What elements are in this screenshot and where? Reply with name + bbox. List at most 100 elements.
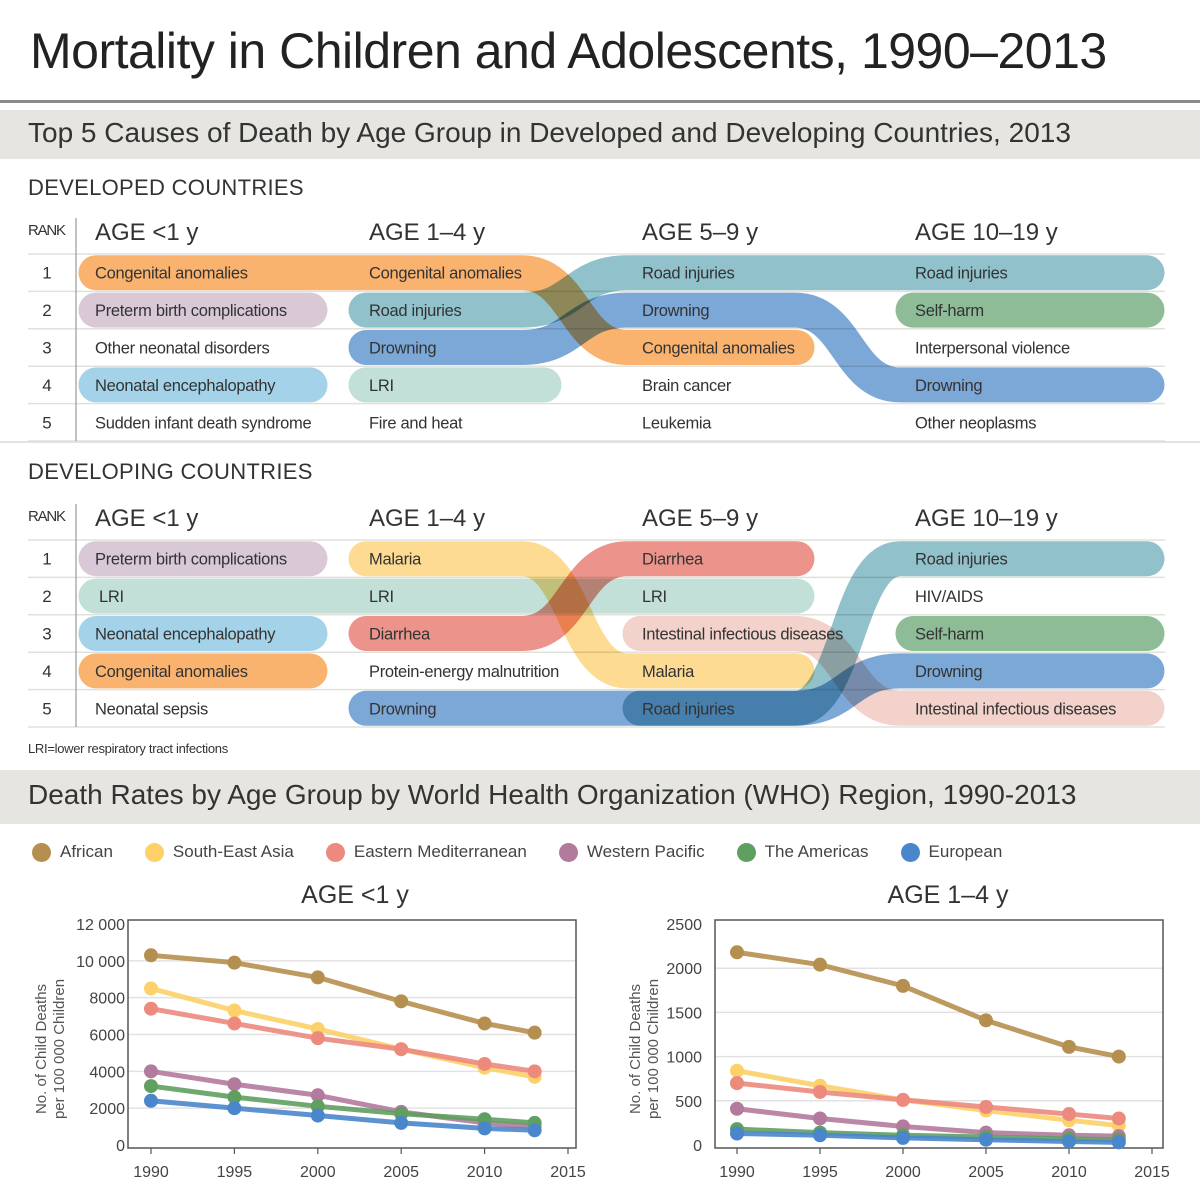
series-line: [150, 1098, 535, 1133]
y-tick-label: 4000: [89, 1064, 125, 1081]
data-point: [979, 1132, 993, 1147]
x-tick-label: 2010: [1051, 1164, 1087, 1181]
y-tick-label: 8000: [89, 991, 125, 1008]
data-point: [227, 1016, 242, 1031]
series-line: [150, 986, 536, 1080]
x-tick-label: 1995: [802, 1164, 838, 1181]
cause-cell: LRI: [99, 588, 124, 606]
x-tick-label: 2005: [383, 1164, 419, 1181]
x-tick-label: 1995: [217, 1164, 253, 1181]
chart-title: AGE 1–4 y: [888, 881, 1009, 909]
data-point: [310, 970, 325, 985]
legend-label: Eastern Mediterranean: [353, 842, 527, 861]
series-european: [144, 1093, 542, 1138]
rank-number: 1: [42, 264, 51, 283]
y-axis-label: No. of Child Deathsper 100 000 Children: [33, 979, 68, 1119]
data-point: [896, 1130, 910, 1145]
data-point: [144, 1093, 158, 1108]
data-point: [477, 1056, 492, 1071]
legend-item: Eastern Mediterranean: [325, 842, 527, 862]
data-point: [477, 1016, 492, 1031]
cause-cell: Congenital anomalies: [642, 340, 795, 358]
cause-cell: Preterm birth complications: [95, 551, 287, 569]
cause-cell: Leukemia: [642, 414, 712, 432]
data-point: [896, 1092, 910, 1107]
data-point: [730, 1076, 744, 1091]
cause-cell: Drowning: [915, 377, 982, 395]
x-tick-label: 2000: [300, 1164, 336, 1181]
legend-swatch: [32, 842, 51, 862]
legend-label: South-East Asia: [172, 842, 294, 861]
rank-number: 2: [42, 587, 51, 606]
age-group-header: AGE 10–19 y: [915, 219, 1058, 246]
data-point: [227, 1003, 242, 1018]
x-tick-label: 2010: [467, 1164, 503, 1181]
data-point: [394, 1115, 409, 1130]
data-point: [813, 1128, 827, 1143]
series-south-east-asia: [730, 1063, 1126, 1133]
rank-number: 4: [42, 662, 51, 681]
data-point: [1111, 1111, 1126, 1126]
data-point: [144, 1079, 158, 1094]
legend-label: European: [928, 842, 1003, 861]
data-point: [144, 1064, 158, 1079]
developed-label: DEVELOPED COUNTRIES: [28, 175, 304, 200]
age-group-header: AGE 5–9 y: [642, 505, 758, 532]
age-group-header: AGE 10–19 y: [915, 505, 1058, 532]
legend-swatch: [144, 842, 164, 862]
data-point: [227, 1077, 242, 1092]
rank-number: 2: [42, 301, 51, 320]
rank-number: 1: [42, 550, 51, 569]
cause-cell: Intestinal infectious diseases: [642, 626, 843, 644]
cause-cell: Road injuries: [642, 700, 734, 718]
cause-cell: Diarrhea: [369, 626, 431, 644]
line-chart-1: AGE <1 y 0 2000 4000 6000 8000 10 000 12 000 199…: [33, 881, 586, 1181]
cause-cell: Other neoplasms: [915, 414, 1036, 432]
rank-number: 5: [42, 699, 51, 718]
series-eastern-mediterranean: [144, 1001, 542, 1079]
legend-swatch: [900, 842, 920, 862]
title-divider: [0, 100, 1200, 103]
series-line: [736, 1080, 1120, 1121]
section2-heading: Death Rates by Age Group by World Health…: [28, 779, 1077, 810]
y-tick-label: 0: [116, 1138, 125, 1155]
developing-label: DEVELOPING COUNTRIES: [28, 459, 313, 484]
data-point: [813, 1111, 827, 1126]
x-tick-label: 2005: [968, 1164, 1004, 1181]
cause-cell: Other neonatal disorders: [95, 340, 269, 358]
age-group-header: AGE 5–9 y: [642, 219, 758, 246]
rank-header: RANK: [28, 508, 66, 525]
data-point: [527, 1064, 542, 1079]
y-axis-label: No. of Child Deathsper 100 000 Children: [627, 979, 662, 1119]
series-line: [736, 949, 1120, 1060]
y-axis-label-line: No. of Child Deaths: [627, 984, 644, 1114]
cause-cell: Interpersonal violence: [915, 340, 1070, 358]
cause-cell: Intestinal infectious diseases: [915, 700, 1116, 718]
cause-cell: LRI: [369, 588, 394, 606]
rank-number: 3: [42, 625, 51, 644]
data-point: [1062, 1039, 1076, 1054]
data-point: [730, 945, 744, 960]
cause-cell: Congenital anomalies: [369, 265, 522, 283]
age-group-header: AGE <1 y: [95, 505, 198, 532]
cause-cell: Preterm birth complications: [95, 302, 287, 320]
data-point: [730, 1126, 744, 1141]
y-tick-label: 6000: [89, 1028, 125, 1045]
flow-band-road-injuries: [348, 255, 1165, 328]
cause-cell: HIV/AIDS: [915, 588, 983, 606]
x-tick-label: 1990: [719, 1164, 755, 1181]
footnote: LRI=lower respiratory tract infections: [28, 741, 228, 756]
flow-band-road-injuries: [622, 541, 1165, 726]
series-european: [730, 1126, 1126, 1150]
cause-cell: Congenital anomalies: [95, 265, 248, 283]
y-tick-label: 2500: [666, 917, 702, 934]
legend-label: The Americas: [764, 842, 869, 861]
data-point: [896, 978, 910, 993]
series-african: [730, 945, 1126, 1064]
series-the-americas: [144, 1079, 542, 1130]
rank-number: 4: [42, 376, 51, 395]
cause-cell: Brain cancer: [642, 377, 732, 395]
series-line: [150, 1006, 536, 1074]
line-chart-2: AGE 1–4 y 0 500 1000 1500 2000 2500 1990 1995 200…: [627, 881, 1170, 1181]
legend-item: African: [32, 842, 113, 862]
